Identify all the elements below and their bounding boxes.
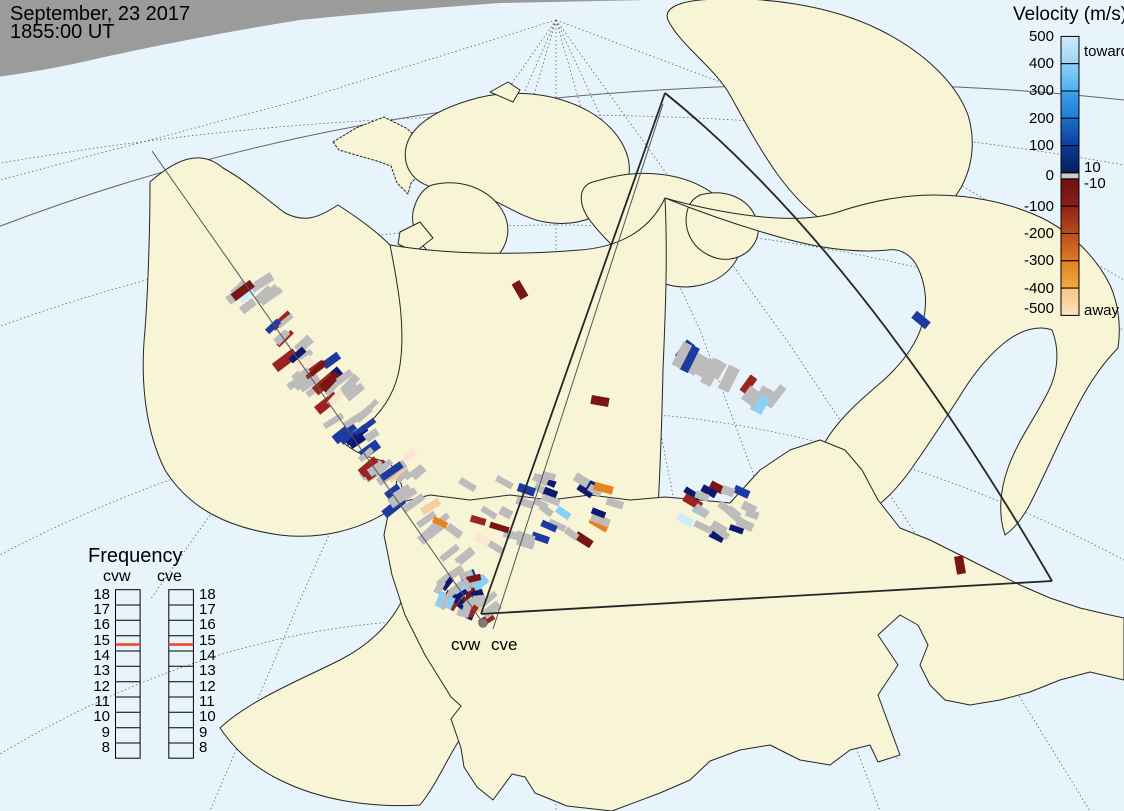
svg-text:100: 100: [1029, 137, 1054, 154]
svg-text:-10: -10: [1084, 175, 1106, 192]
svg-text:-400: -400: [1024, 280, 1054, 297]
svg-text:-200: -200: [1024, 225, 1054, 242]
svg-text:0: 0: [1046, 167, 1054, 184]
svg-text:8: 8: [102, 739, 110, 756]
svg-text:16: 16: [93, 616, 110, 633]
svg-text:cvw: cvw: [103, 568, 131, 585]
svg-text:13: 13: [93, 662, 110, 679]
svg-text:10: 10: [1084, 159, 1101, 176]
svg-text:1855:00 UT: 1855:00 UT: [10, 21, 115, 43]
svg-text:-500: -500: [1024, 300, 1054, 317]
svg-text:toward: toward: [1084, 43, 1124, 60]
svg-text:16: 16: [199, 616, 216, 633]
svg-text:-300: -300: [1024, 252, 1054, 269]
svg-text:-100: -100: [1024, 198, 1054, 215]
svg-text:10: 10: [199, 708, 216, 725]
svg-text:10: 10: [93, 708, 110, 725]
svg-text:13: 13: [199, 662, 216, 679]
svg-text:400: 400: [1029, 55, 1054, 72]
svg-text:200: 200: [1029, 110, 1054, 127]
svg-text:cvw: cvw: [451, 635, 481, 654]
svg-text:Frequency: Frequency: [88, 545, 183, 567]
svg-text:300: 300: [1029, 82, 1054, 99]
svg-text:cve: cve: [157, 568, 182, 585]
svg-text:cve: cve: [491, 635, 517, 654]
svg-text:500: 500: [1029, 28, 1054, 45]
svg-text:8: 8: [199, 739, 207, 756]
svg-text:away: away: [1084, 302, 1120, 319]
svg-text:Velocity (m/s): Velocity (m/s): [1013, 4, 1124, 25]
